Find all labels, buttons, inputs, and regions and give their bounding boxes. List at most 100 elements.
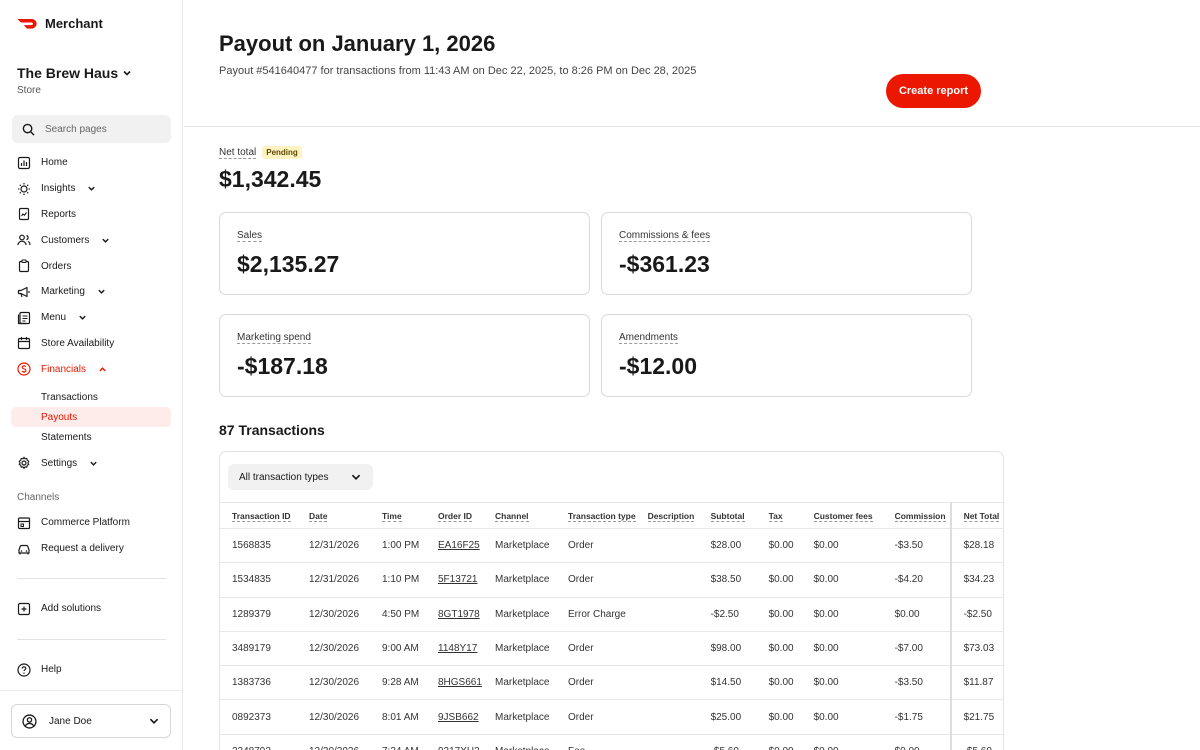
table-cell: 12/31/2026 xyxy=(297,528,370,564)
nav-label: Customers xyxy=(41,234,90,246)
nav-item-reports[interactable]: Reports xyxy=(0,202,183,228)
store-switcher[interactable]: The Brew Haus Store xyxy=(17,65,132,96)
user-icon xyxy=(22,713,37,729)
table-cell: $98.00 xyxy=(698,631,757,667)
col-header[interactable]: Transaction ID xyxy=(220,502,297,529)
store-type: Store xyxy=(17,85,41,96)
nav-item-customers[interactable]: Customers xyxy=(0,227,183,253)
transaction-type-filter[interactable]: All transaction types xyxy=(228,464,373,490)
card-label[interactable]: Amendments xyxy=(619,332,678,344)
user-menu[interactable]: Jane Doe xyxy=(11,704,171,738)
brand[interactable]: Merchant xyxy=(17,16,103,31)
table-cell: $28.18 xyxy=(949,528,1003,564)
card-label[interactable]: Marketing spend xyxy=(237,332,311,344)
nav-item-home[interactable]: Home xyxy=(0,150,183,176)
table-cell: $25.00 xyxy=(698,699,757,735)
table-row[interactable]: 234879212/30/20267:34 AM 9317XH3Marketpla… xyxy=(220,734,1003,750)
table-cell: Marketplace xyxy=(483,699,556,735)
table-row[interactable]: 0892373 12/30/2026 8:01 AM 9JSB662 Marketpla… xyxy=(220,699,1003,735)
col-header[interactable]: Commission xyxy=(882,502,951,529)
nav-label: Settings xyxy=(41,457,78,469)
col-header[interactable]: Time xyxy=(370,502,426,529)
col-header[interactable]: Description xyxy=(635,502,699,529)
table-cell[interactable]: 8GT1978 xyxy=(426,597,483,632)
nav-label: Help xyxy=(41,664,62,676)
nav-item-marketing[interactable]: Marketing xyxy=(0,279,183,305)
table-row[interactable]: 1568835 12/31/2026 1:00 PM EA16F25 Marketpla… xyxy=(220,528,1003,564)
nav-item-help[interactable]: Help xyxy=(0,657,183,683)
net-total-text[interactable]: Net total xyxy=(219,146,257,159)
nav-item-store-availability[interactable]: Store Availability xyxy=(0,331,183,357)
table-row[interactable]: 1383736 12/30/2026 9:28 AM 8HGS661 Marketpla… xyxy=(220,665,1003,701)
megaphone-icon xyxy=(17,285,31,299)
table-cell: $0.00 xyxy=(801,699,883,735)
nav-item-request-delivery[interactable]: Request a delivery xyxy=(0,536,183,562)
table-cell[interactable]: 8HGS661 xyxy=(426,665,483,701)
doordash-logo-icon xyxy=(17,18,37,29)
table-cell[interactable]: 9JSB662 xyxy=(426,699,483,735)
car-icon xyxy=(17,542,31,556)
chevron-down-icon xyxy=(149,718,159,724)
nav-label: Store Availability xyxy=(41,337,115,349)
col-header[interactable]: Subtotal xyxy=(698,502,757,529)
sub-item-payouts[interactable]: Payouts xyxy=(11,407,171,428)
col-header[interactable]: Customer fees xyxy=(801,502,883,529)
search-input[interactable] xyxy=(45,123,155,135)
nav-item-orders[interactable]: Orders xyxy=(0,253,183,279)
table-cell: 0892373 xyxy=(220,699,297,735)
table-cell: 9:28 AM xyxy=(370,665,426,701)
col-header[interactable]: Transaction type xyxy=(556,502,636,529)
create-report-button[interactable]: Create report xyxy=(886,74,981,108)
table-cell xyxy=(635,562,699,598)
nav-item-menu[interactable]: Menu xyxy=(0,305,183,331)
nav-item-commerce-platform[interactable]: Commerce Platform xyxy=(0,510,183,536)
order-id-link[interactable]: 8HGS661 xyxy=(438,677,482,689)
table-cell: -$4.20 xyxy=(882,562,951,598)
nav-item-insights[interactable]: Insights xyxy=(0,176,183,202)
table-row[interactable]: 1289379 12/30/2026 4:50 PM 8GT1978 Marketpla… xyxy=(220,597,1003,632)
table-cell: $0.00 xyxy=(756,699,802,735)
sub-item-statements[interactable]: Statements xyxy=(41,431,92,443)
col-header[interactable]: Net Total xyxy=(949,502,1003,529)
sub-item-transactions[interactable]: Transactions xyxy=(41,391,98,403)
table-cell[interactable]: 1148Y17 xyxy=(426,631,483,667)
table-cell: 2348792 xyxy=(220,734,297,750)
table-cell: -$2.50 xyxy=(698,597,757,632)
table-cell: Fee xyxy=(556,734,636,750)
col-header[interactable]: Tax xyxy=(756,502,802,529)
divider xyxy=(0,690,183,691)
search-icon xyxy=(22,123,35,136)
order-id-link[interactable]: 1148Y17 xyxy=(438,643,478,655)
card-label[interactable]: Commissions & fees xyxy=(619,230,711,242)
card-label[interactable]: Sales xyxy=(237,230,263,242)
chevron-down-icon xyxy=(102,238,110,243)
table-cell: 7:34 AM xyxy=(370,734,426,750)
order-id-link[interactable]: 5F13721 xyxy=(438,574,478,586)
table-cell: 1289379 xyxy=(220,597,297,632)
nav-item-add-solutions[interactable]: Add solutions xyxy=(0,596,183,622)
table-cell: $0.00 xyxy=(756,665,802,701)
col-header[interactable]: Date xyxy=(297,502,370,529)
search-bar[interactable] xyxy=(12,115,171,143)
col-header[interactable]: Order ID xyxy=(426,502,483,529)
storefront-icon xyxy=(17,516,31,530)
nav-label: Reports xyxy=(41,208,77,220)
col-header[interactable]: Channel xyxy=(483,502,556,529)
table-cell[interactable]: 9317XH3 xyxy=(426,734,483,750)
table-cell[interactable]: 5F13721 xyxy=(426,562,483,598)
nav-item-settings[interactable]: Settings xyxy=(0,450,183,476)
table-row[interactable]: 1534835 12/31/2026 1:10 PM 5F13721 Marketpla… xyxy=(220,562,1003,598)
order-id-link[interactable]: 9317XH3 xyxy=(438,746,480,750)
order-id-link[interactable]: EA16F25 xyxy=(438,540,480,552)
order-id-link[interactable]: 9JSB662 xyxy=(438,711,479,723)
table-cell: $11.87 xyxy=(949,665,1003,701)
nav-label: Request a delivery xyxy=(41,543,124,555)
table-row[interactable]: 3489179 12/30/2026 9:00 AM 1148Y17 Marketpla… xyxy=(220,631,1003,667)
order-id-link[interactable]: 8GT1978 xyxy=(438,608,480,620)
nav-item-financials[interactable]: Financials xyxy=(0,356,183,382)
page-header: Payout on January 1, 2026 Payout #541640… xyxy=(184,0,1200,127)
gear-icon xyxy=(17,456,31,470)
table-cell[interactable]: EA16F25 xyxy=(426,528,483,564)
table-cell xyxy=(635,699,699,735)
nav-label: Home xyxy=(41,157,68,169)
